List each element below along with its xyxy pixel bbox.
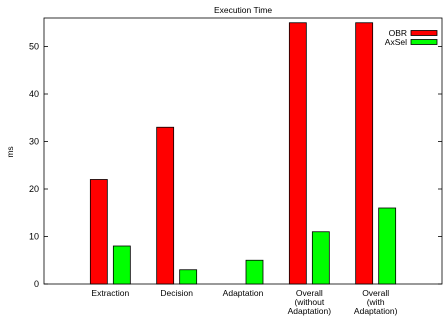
legend-label-axsel: AxSel bbox=[385, 37, 407, 47]
plot-frame bbox=[43, 17, 443, 285]
x-category-label: (without bbox=[294, 297, 324, 307]
bars bbox=[89, 22, 397, 285]
y-tick-label: 40 bbox=[29, 89, 39, 99]
legend-label-obr: OBR bbox=[389, 28, 407, 38]
y-axis-ticks: 0 10 20 30 40 50 bbox=[29, 42, 442, 289]
legend-swatch-obr bbox=[410, 30, 438, 36]
bar-axsel-3 bbox=[311, 231, 330, 285]
bar-obr-4 bbox=[355, 22, 374, 285]
legend-swatch-axsel bbox=[410, 39, 438, 45]
x-category-label: Overall bbox=[296, 288, 323, 298]
x-category-label: Adaptation bbox=[223, 288, 264, 298]
bar-obr-0 bbox=[89, 179, 108, 285]
chart-title: Execution Time bbox=[214, 5, 272, 15]
y-tick-label: 10 bbox=[29, 232, 39, 242]
x-axis-category-labels: Extraction Decision Adaptation Overall(with… bbox=[91, 288, 397, 316]
y-axis-label: ms bbox=[5, 146, 15, 157]
y-tick-label: 20 bbox=[29, 184, 39, 194]
x-category-label: Decision bbox=[160, 288, 193, 298]
bar-obr-3 bbox=[288, 22, 307, 285]
x-category-label: Overall bbox=[362, 288, 389, 298]
bar-axsel-1 bbox=[179, 269, 198, 285]
bar-axsel-0 bbox=[112, 245, 131, 285]
x-category-label: (with bbox=[367, 297, 385, 307]
bar-axsel-2 bbox=[245, 259, 264, 285]
y-tick-label: 50 bbox=[29, 42, 39, 52]
x-category-label: Adaptation) bbox=[288, 306, 332, 316]
y-tick-label: 30 bbox=[29, 137, 39, 147]
x-category-label: Adaptation) bbox=[354, 306, 398, 316]
bar-axsel-4 bbox=[378, 207, 397, 285]
bar-obr-1 bbox=[156, 126, 175, 285]
y-tick-label: 0 bbox=[34, 279, 39, 289]
x-category-label: Extraction bbox=[91, 288, 129, 298]
